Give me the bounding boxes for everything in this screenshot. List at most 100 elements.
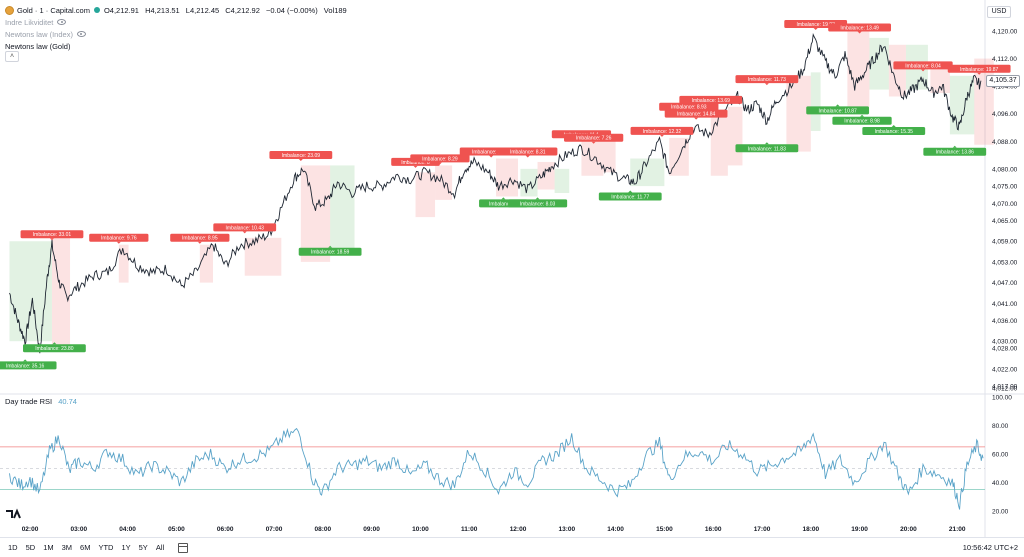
- currency-badge[interactable]: USD: [987, 6, 1011, 18]
- buy-imbalance-label[interactable]: Imbalance: 8.98: [832, 114, 892, 125]
- open-value: O4,212.91: [103, 5, 139, 15]
- symbol-legend[interactable]: Gold · 1 · Capital.com O4,212.91 H4,213.…: [5, 4, 351, 16]
- sell-imbalance-label[interactable]: Imbalance: 8.04: [893, 61, 953, 72]
- rsi-axis-tick: 100.00: [992, 395, 1012, 402]
- time-axis-tick: 06:00: [217, 526, 234, 533]
- buy-imbalance-label[interactable]: Imbalance: 11.83: [735, 142, 799, 153]
- indicator-name[interactable]: Newtons law (Gold): [5, 41, 71, 51]
- range-5d-button[interactable]: 5D: [25, 543, 36, 552]
- sell-imbalance-label[interactable]: Imbalance: 13.69: [679, 95, 743, 106]
- imbalance-label-text: Imbalance: 33.01: [33, 232, 72, 238]
- volume-value: Vol189: [323, 5, 347, 15]
- sell-imbalance-label[interactable]: Imbalance: 7.26: [564, 133, 624, 144]
- price-axis-tick: 4,036.00: [992, 318, 1018, 325]
- indicator-legend-1[interactable]: Indre Likviditet: [5, 16, 67, 28]
- imbalance-label-text: Imbalance: 13.86: [936, 150, 975, 156]
- buy-imbalance-label[interactable]: Imbalance: 23.80: [23, 342, 86, 353]
- buy-imbalance-label[interactable]: Imbalance: 13.86: [923, 145, 987, 156]
- time-axis-tick: 02:00: [22, 526, 39, 533]
- sell-imbalance-zone: [581, 141, 604, 176]
- imbalance-label-text: Imbalance: 13.49: [840, 25, 879, 31]
- price-axis-tick: 4,030.00: [992, 339, 1018, 346]
- price-axis-tick: 4,088.00: [992, 139, 1018, 146]
- market-open-icon: [93, 7, 100, 13]
- imbalance-label-text: Imbalance: 5: [489, 201, 518, 207]
- imbalance-label-text: Imbalance: 8.29: [422, 156, 458, 162]
- range-ytd-button[interactable]: YTD: [98, 543, 114, 552]
- sell-imbalance-label[interactable]: Imbalance: 19.87: [947, 64, 1011, 75]
- time-axis-tick: 12:00: [510, 526, 527, 533]
- indicator-legend-2[interactable]: Newtons law (Index): [5, 28, 86, 40]
- range-1d-button[interactable]: 1D: [8, 543, 18, 552]
- buy-imbalance-label[interactable]: Imbalance: 15.35: [862, 125, 926, 136]
- imbalance-label-text: Imbalance: 12.32: [643, 129, 682, 135]
- time-axis-tick: 14:00: [607, 526, 624, 533]
- symbol-title[interactable]: Gold · 1 · Capital.com: [17, 5, 90, 15]
- range-all-button[interactable]: All: [155, 543, 165, 552]
- sell-imbalance-zone: [199, 244, 213, 283]
- indicator-name[interactable]: Newtons law (Index): [5, 29, 73, 39]
- range-3m-button[interactable]: 3M: [61, 543, 73, 552]
- imbalance-label-text: Imbalance: 9.76: [101, 236, 137, 242]
- sell-imbalance-label[interactable]: Imbalance: 10.43: [213, 223, 277, 234]
- imbalance-label-text: Imbalance: 13.69: [692, 98, 731, 104]
- range-1y-button[interactable]: 1Y: [121, 543, 131, 552]
- rsi-legend[interactable]: Day trade RSI 40.74: [5, 397, 77, 406]
- tradingview-logo-icon: [6, 508, 21, 519]
- imbalance-label-text: Imbalance: 10.43: [226, 225, 265, 231]
- imbalance-label-text: Imbalance: 11.77: [611, 195, 649, 201]
- collapse-legend-button[interactable]: ˄: [5, 51, 19, 62]
- buy-imbalance-label[interactable]: Imbalance: 35.16: [0, 359, 57, 369]
- close-value: C4,212.92: [225, 5, 260, 15]
- time-axis-tick: 11:00: [461, 526, 478, 533]
- price-axis-tick: 4,059.00: [992, 239, 1018, 246]
- imbalance-label-text: Imbalance: 23.09: [282, 153, 321, 159]
- sell-imbalance-zone: [537, 161, 555, 190]
- sell-imbalance-label[interactable]: Imbalance: 12.32: [630, 126, 694, 137]
- buy-imbalance-label[interactable]: Imbalance: 10.87: [806, 104, 870, 115]
- buy-imbalance-label[interactable]: Imbalance: 8.03: [507, 197, 568, 208]
- high-value: H4,213.51: [145, 5, 180, 15]
- range-6m-button[interactable]: 6M: [80, 543, 91, 552]
- calendar-icon[interactable]: [178, 542, 189, 553]
- price-axis-tick: 4,096.00: [992, 111, 1018, 118]
- time-axis-tick: 07:00: [266, 526, 283, 533]
- sell-imbalance-label[interactable]: Imbalance: 8.29: [410, 154, 470, 165]
- buy-imbalance-label[interactable]: Imbalance: 11.77: [598, 190, 662, 201]
- imbalance-label-text: Imbalance: 19.03: [797, 22, 836, 28]
- imbalance-label-text: Imbalance: 18.59: [311, 250, 350, 256]
- rsi-line: [9, 427, 984, 510]
- imbalance-label-text: Imbalance: 8.31: [510, 150, 546, 156]
- eye-icon[interactable]: [57, 19, 67, 25]
- imbalance-label-text: Imbalance: 11.83: [748, 146, 786, 152]
- time-axis-tick: 05:00: [168, 526, 185, 533]
- buy-imbalance-zone: [869, 37, 889, 90]
- imbalance-label-text: Imbalance: 15.35: [875, 129, 914, 135]
- indicator-legend-3[interactable]: Newtons law (Gold): [5, 40, 70, 52]
- range-5y-button[interactable]: 5Y: [138, 543, 148, 552]
- time-axis-tick: 21:00: [949, 526, 966, 533]
- sell-imbalance-label[interactable]: Imbalance: 23.09: [269, 150, 333, 161]
- sell-imbalance-zone: [415, 172, 436, 218]
- utc-clock[interactable]: 10:56:42 UTC+2: [962, 543, 1018, 552]
- price-axis-tick: 4,041.00: [992, 301, 1018, 308]
- price-axis-tick: 4,022.00: [992, 366, 1018, 373]
- buy-imbalance-label[interactable]: Imbalance: 18.59: [298, 245, 362, 256]
- sell-imbalance-label[interactable]: Imbalance: 8.95: [170, 233, 230, 244]
- eye-icon[interactable]: [76, 31, 86, 37]
- sell-imbalance-label[interactable]: Imbalance: 8.93: [659, 102, 719, 113]
- sell-imbalance-label[interactable]: Imbalance: 11.73: [735, 75, 799, 86]
- range-1m-button[interactable]: 1M: [43, 543, 54, 552]
- sell-imbalance-label[interactable]: Imbalance: 9.76: [89, 233, 149, 244]
- time-axis-tick: 19:00: [851, 526, 868, 533]
- sell-imbalance-label[interactable]: Imbalance: 8.31: [498, 147, 558, 158]
- sell-imbalance-label[interactable]: Imbalance: 14.84: [664, 109, 728, 120]
- sell-imbalance-label[interactable]: Imbalance: 33.01: [20, 230, 84, 241]
- sell-imbalance-label[interactable]: Imbalance: 13.49: [828, 23, 891, 34]
- rsi-title[interactable]: Day trade RSI: [5, 397, 53, 406]
- indicator-name[interactable]: Indre Likviditet: [5, 17, 54, 27]
- time-axis-tick: 13:00: [558, 526, 575, 533]
- imbalance-label-text: Imbalance: 8.98: [844, 119, 880, 125]
